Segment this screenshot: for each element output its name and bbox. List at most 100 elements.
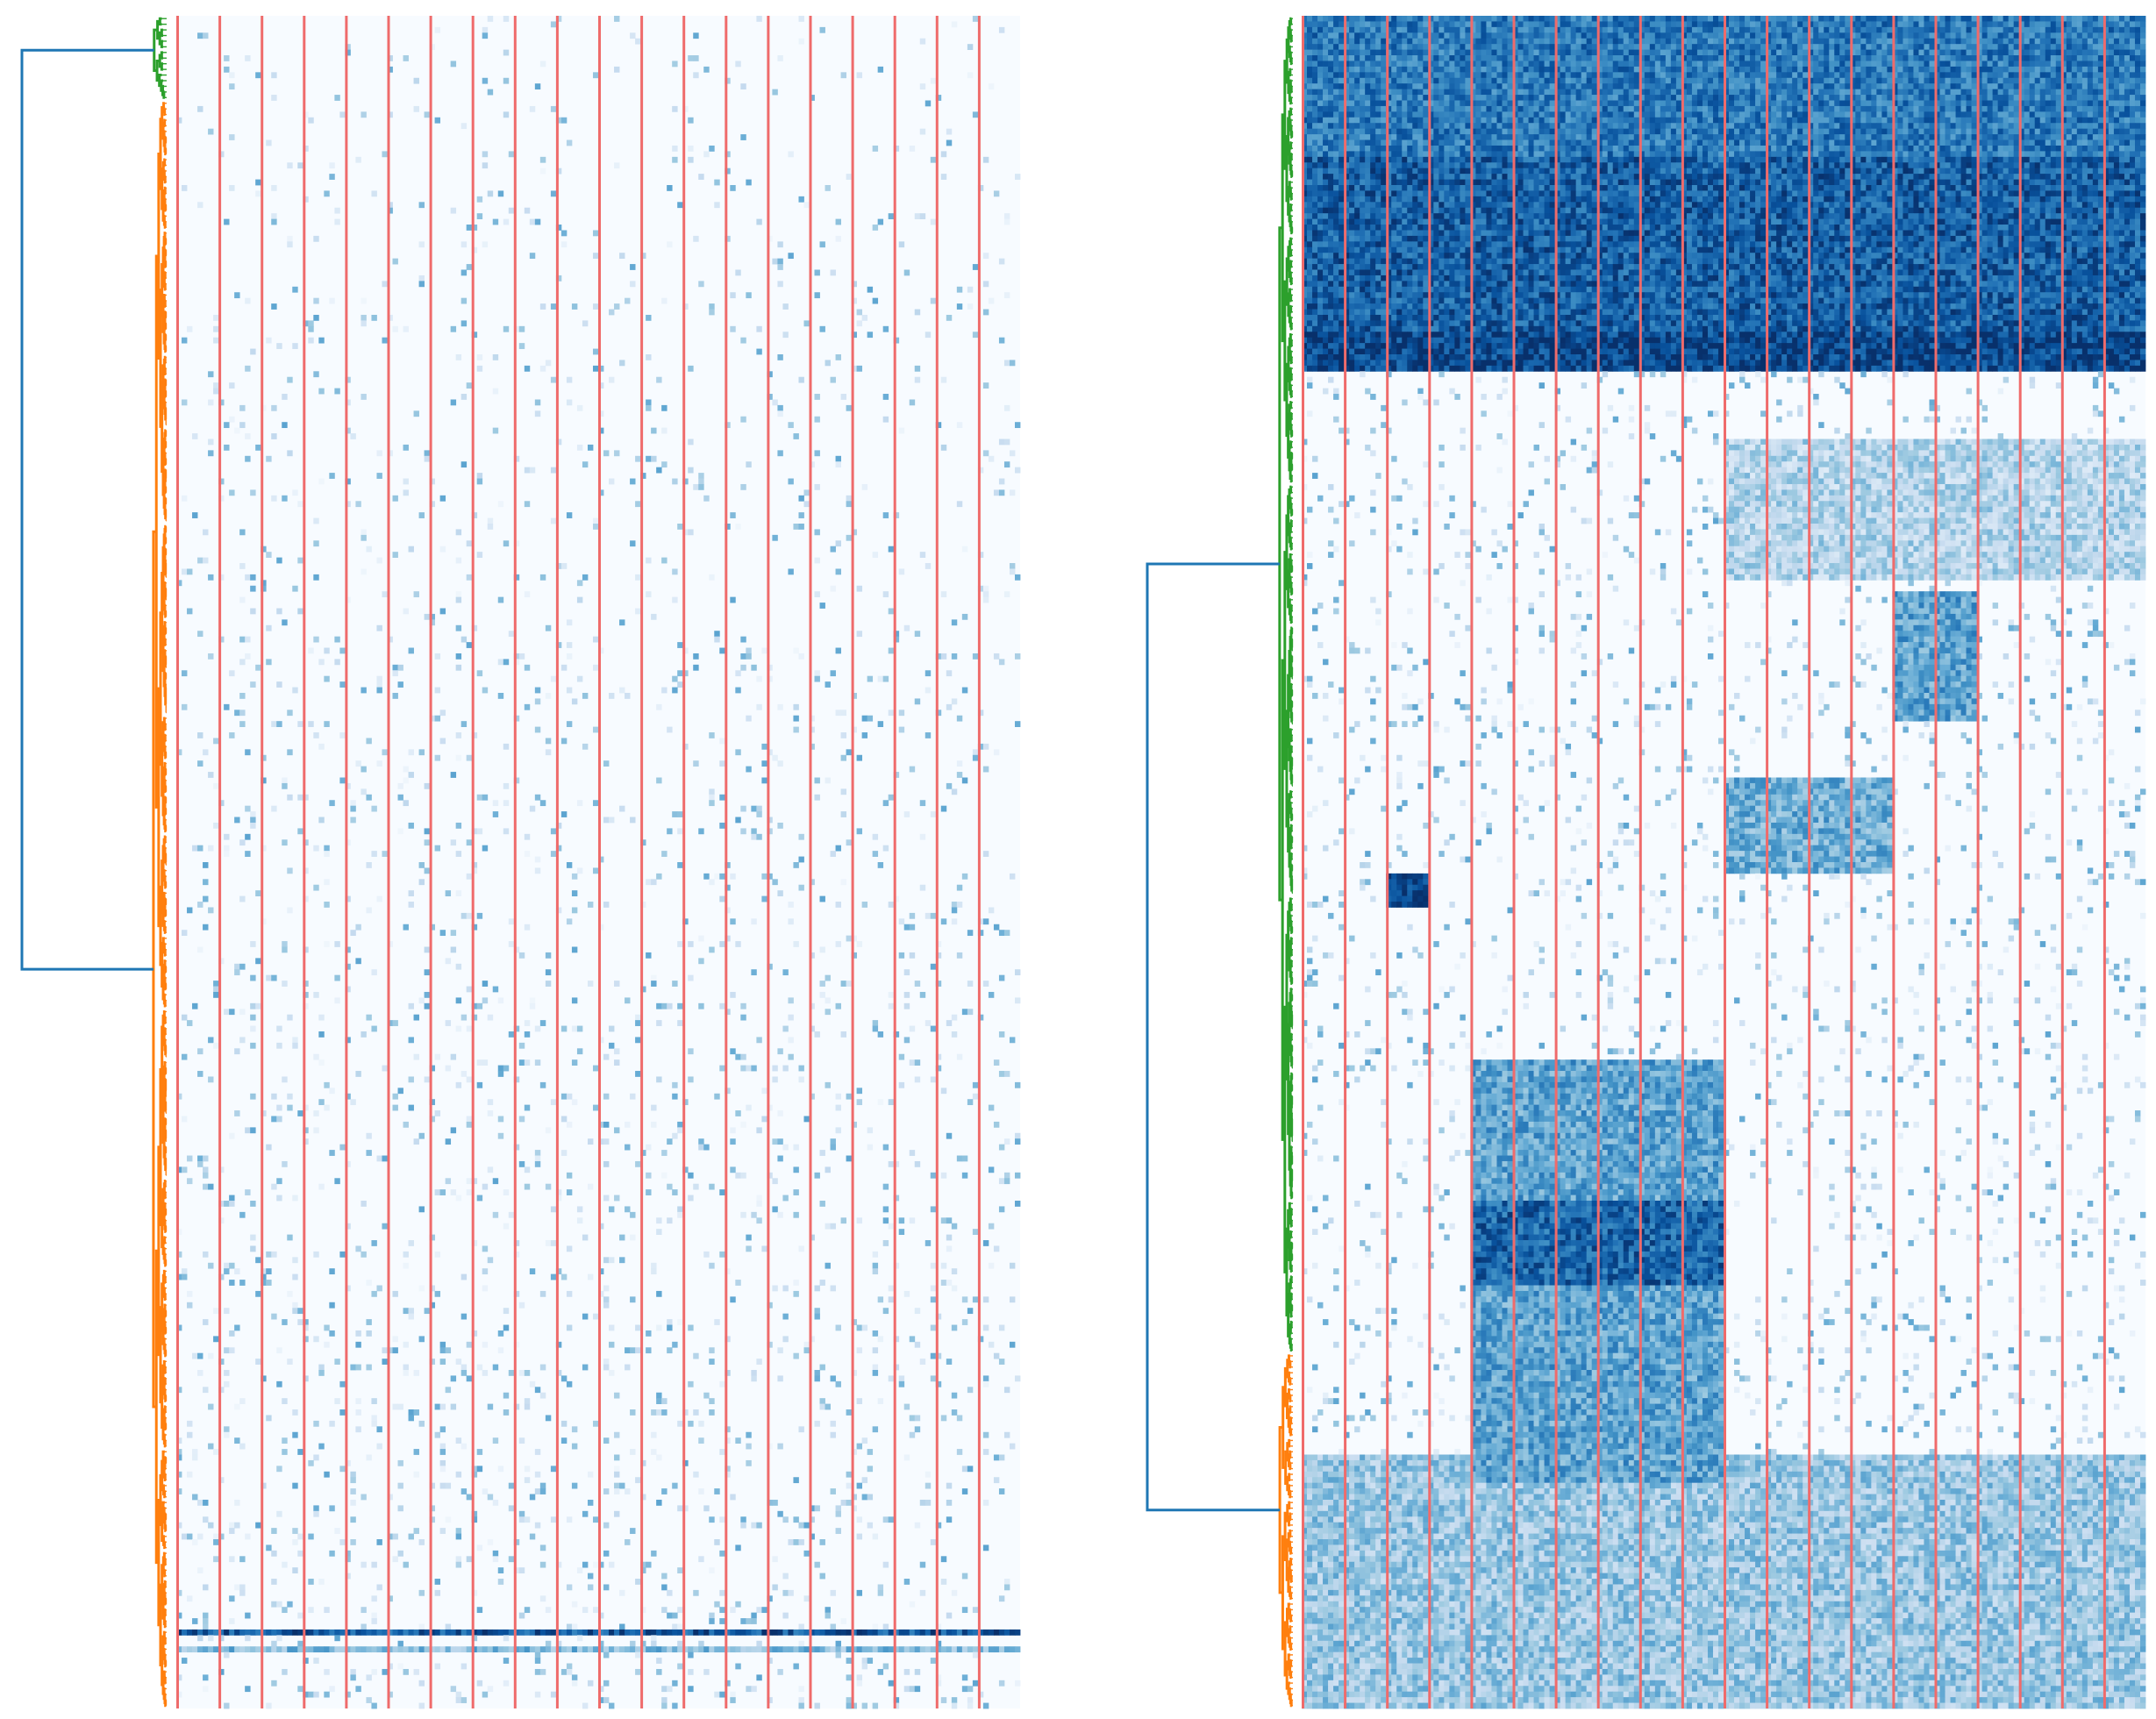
heatmap-cell	[208, 371, 213, 377]
heatmap-cell	[313, 1054, 318, 1060]
heatmap-cell	[756, 806, 761, 812]
heatmap-cell	[746, 180, 751, 186]
heatmap-cell	[208, 399, 213, 405]
heatmap-cell	[931, 78, 936, 84]
heatmap-cell	[857, 320, 862, 326]
heatmap-cell	[825, 360, 831, 366]
heatmap-cell	[836, 710, 841, 716]
heatmap-cell	[213, 382, 218, 389]
heatmap-cell	[798, 512, 803, 518]
heatmap-cell	[825, 975, 831, 981]
heatmap-cell	[456, 625, 461, 631]
heatmap-cell	[213, 326, 218, 332]
heatmap-cell	[551, 851, 556, 857]
heatmap-cell	[572, 890, 577, 896]
heatmap-cell	[498, 190, 503, 196]
heatmap-cell	[846, 749, 852, 755]
heatmap-cell	[899, 1054, 904, 1060]
heatmap-cell	[250, 574, 255, 581]
heatmap-cell	[798, 39, 803, 45]
heatmap-cell	[398, 1088, 403, 1094]
heatmap-cell	[266, 975, 271, 981]
heatmap-cell	[719, 760, 725, 767]
heatmap-cell	[688, 118, 693, 124]
heatmap-cell	[245, 574, 250, 581]
heatmap-cell	[883, 800, 889, 806]
heatmap-cell	[414, 1054, 419, 1060]
heatmap-cell	[361, 111, 366, 118]
heatmap-cell	[967, 1009, 973, 1015]
heatmap-cell	[324, 845, 329, 852]
heatmap-cell	[967, 303, 973, 310]
heatmap-cell	[530, 106, 535, 112]
heatmap-cell	[451, 208, 456, 214]
heatmap-cell	[239, 896, 245, 902]
heatmap-cell	[994, 749, 999, 755]
heatmap-cell	[477, 1059, 482, 1066]
heatmap-cell	[677, 811, 682, 817]
heatmap-cell	[740, 484, 746, 490]
heatmap-cell	[239, 405, 245, 411]
heatmap-cell	[477, 828, 482, 834]
heatmap-cell	[820, 981, 825, 987]
heatmap-cell	[567, 399, 572, 405]
heatmap-cell	[603, 817, 609, 824]
heatmap-cell	[461, 298, 467, 304]
heatmap-cell	[841, 394, 846, 400]
heatmap-cell	[740, 653, 746, 660]
heatmap-cell	[973, 755, 978, 761]
heatmap-cell	[957, 952, 962, 959]
heatmap-cell	[182, 568, 187, 574]
heatmap-cell	[719, 1003, 725, 1009]
heatmap-cell	[324, 676, 329, 682]
heatmap-cell	[661, 851, 667, 857]
heatmap-cell	[425, 969, 430, 975]
heatmap-cell	[525, 834, 530, 840]
heatmap-cell	[798, 524, 803, 530]
heatmap-cell	[224, 704, 229, 710]
heatmap-cell	[224, 834, 229, 840]
heatmap-cell	[957, 422, 962, 428]
heatmap-cell	[371, 969, 376, 975]
heatmap-cell	[841, 811, 846, 817]
heatmap-cell	[551, 190, 556, 196]
heatmap-cell	[271, 975, 276, 981]
heatmap-cell	[318, 1031, 324, 1038]
heatmap-cell	[208, 653, 213, 660]
heatmap-cell	[561, 738, 567, 744]
heatmap-cell	[509, 631, 514, 637]
heatmap-cell	[355, 501, 361, 507]
heatmap-cell	[625, 298, 630, 304]
heatmap-cell	[425, 867, 430, 874]
heatmap-cell	[672, 146, 677, 152]
heatmap-cell	[925, 563, 931, 569]
heatmap-cell	[213, 992, 218, 998]
heatmap-cell	[693, 55, 698, 61]
heatmap-cell	[409, 648, 414, 654]
heatmap-cell	[467, 1026, 472, 1032]
heatmap-cell	[862, 315, 867, 321]
heatmap-cell	[197, 947, 203, 953]
heatmap-cell	[836, 845, 841, 852]
heatmap-cell	[746, 648, 751, 654]
heatmap-cell	[672, 811, 677, 817]
heatmap-cell	[899, 918, 904, 924]
heatmap-cell	[182, 930, 187, 936]
heatmap-cell	[693, 32, 698, 39]
heatmap-cell	[593, 800, 598, 806]
heatmap-cell	[313, 992, 318, 998]
heatmap-cell	[815, 1031, 820, 1038]
heatmap-cell	[703, 67, 709, 73]
heatmap-cell	[962, 778, 967, 784]
heatmap-cell	[282, 941, 287, 947]
heatmap-cell	[693, 72, 698, 78]
heatmap-cell	[983, 767, 989, 773]
heatmap-cell	[619, 619, 625, 625]
heatmap-cell	[635, 1037, 640, 1043]
heatmap-cell	[846, 174, 852, 180]
heatmap-cell	[482, 795, 488, 801]
heatmap-cell	[567, 377, 572, 383]
heatmap-cell	[656, 778, 661, 784]
heatmap-cell	[213, 1043, 218, 1049]
heatmap-cell	[603, 1094, 609, 1100]
